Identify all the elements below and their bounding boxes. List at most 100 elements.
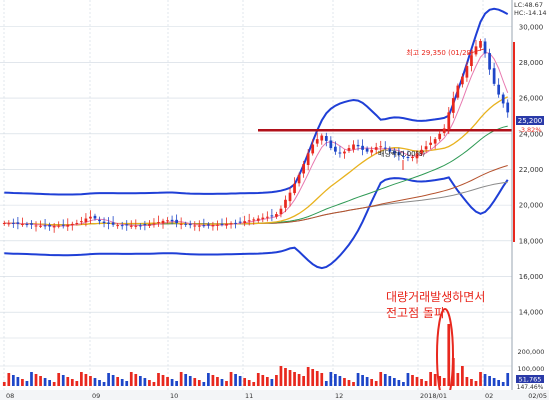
candle-body bbox=[392, 151, 396, 154]
time-tick-label: 11 bbox=[245, 392, 253, 400]
candle-body bbox=[138, 225, 142, 227]
candle-body bbox=[129, 225, 133, 227]
candle-body bbox=[438, 133, 442, 140]
candle-body bbox=[116, 225, 120, 227]
volume-bar bbox=[234, 374, 237, 386]
volume-bar bbox=[243, 378, 247, 386]
candle-body bbox=[324, 136, 328, 141]
candle-body bbox=[188, 223, 192, 226]
candle-body bbox=[338, 152, 342, 154]
price-tick-label: 24,000 bbox=[519, 130, 544, 138]
time-tick-label: 08 bbox=[6, 392, 14, 400]
candle-body bbox=[125, 224, 129, 226]
candle-body bbox=[39, 225, 42, 227]
volume-bar bbox=[102, 382, 106, 386]
volume-bar bbox=[80, 372, 83, 386]
volume-bar bbox=[207, 373, 210, 386]
candle-body bbox=[288, 192, 292, 202]
time-axis-labels: 08 09 10 11 12 2018/01 02 02/05 bbox=[6, 392, 547, 400]
volume-bar bbox=[134, 374, 138, 386]
time-tick-label: 09 bbox=[92, 392, 100, 400]
candle-body bbox=[75, 222, 79, 224]
volume-bar bbox=[11, 375, 15, 386]
volume-bar bbox=[152, 382, 156, 386]
bollinger-lower-band bbox=[4, 176, 509, 270]
volume-bar bbox=[324, 381, 328, 386]
volume-tick-label: 200,000 bbox=[518, 348, 545, 356]
volume-bar bbox=[288, 370, 292, 386]
time-tick-label: 02/05 bbox=[528, 392, 547, 400]
volume-bar bbox=[315, 371, 319, 386]
candle-body bbox=[474, 46, 478, 55]
volume-bar bbox=[16, 377, 20, 386]
volume-bar bbox=[406, 373, 410, 386]
volume-bar bbox=[424, 381, 428, 386]
candle-body bbox=[21, 224, 24, 226]
current-volume-label: 51,765 bbox=[519, 376, 542, 384]
peak-annotation: 최고 29,350 (01/29) bbox=[406, 48, 474, 57]
volume-bar bbox=[311, 369, 315, 386]
candle-body bbox=[11, 222, 15, 224]
volume-bar bbox=[383, 374, 387, 386]
volume-bar bbox=[21, 379, 24, 386]
volume-bar bbox=[402, 382, 405, 386]
volume-spike-highlight bbox=[436, 308, 454, 400]
candle-body bbox=[16, 222, 20, 224]
volume-bar bbox=[52, 382, 56, 386]
candle-body bbox=[197, 225, 201, 227]
volume-bar bbox=[374, 381, 378, 386]
volume-bar bbox=[284, 368, 287, 386]
volume-bar bbox=[320, 373, 324, 386]
volume-bar bbox=[429, 372, 432, 386]
volume-bar bbox=[334, 374, 337, 386]
candle-body bbox=[229, 223, 233, 225]
volume-bar bbox=[361, 375, 364, 386]
price-axis-labels: 30,000 28,000 26,000 24,000 22,000 20,000 18,0… bbox=[519, 23, 544, 316]
volume-bar bbox=[161, 375, 165, 386]
candle-body bbox=[30, 223, 33, 225]
volume-bar bbox=[98, 380, 101, 386]
breakout-annotation-line1: 대량거래발생하면서 bbox=[386, 290, 485, 304]
candle-body bbox=[247, 220, 251, 222]
price-tick-label: 28,000 bbox=[519, 59, 544, 67]
candle-body bbox=[383, 147, 387, 149]
current-price-box bbox=[516, 116, 544, 125]
candle-body bbox=[429, 142, 432, 145]
volume-bar bbox=[465, 377, 469, 386]
volume-bar bbox=[433, 374, 437, 386]
candle-body bbox=[293, 183, 296, 194]
volume-bar bbox=[197, 380, 201, 386]
candle-body bbox=[442, 128, 446, 133]
volume-bar bbox=[492, 378, 496, 386]
candle-body bbox=[216, 224, 219, 226]
volume-bar bbox=[447, 324, 451, 386]
price-tick-label: 18,000 bbox=[519, 237, 544, 245]
candle-body bbox=[207, 224, 210, 226]
volume-bar bbox=[179, 372, 183, 386]
candle-body bbox=[320, 135, 324, 141]
candle-body bbox=[175, 219, 178, 223]
volume-bar bbox=[261, 375, 265, 386]
candle-body bbox=[170, 219, 174, 222]
candle-body bbox=[488, 53, 491, 70]
volume-bar bbox=[270, 379, 274, 386]
volume-bar bbox=[392, 378, 396, 386]
lc-indicator: LC:48.67 bbox=[514, 1, 543, 9]
candle-body bbox=[402, 156, 405, 158]
volume-bar bbox=[184, 374, 188, 386]
volume-bar bbox=[306, 367, 310, 386]
candle-body bbox=[7, 223, 11, 225]
volume-bar bbox=[211, 375, 215, 386]
volume-bar bbox=[116, 377, 120, 386]
candle-body bbox=[334, 146, 337, 152]
volume-bar bbox=[442, 378, 446, 386]
volume-bar bbox=[397, 380, 401, 386]
volume-bar bbox=[216, 377, 219, 386]
candle-body bbox=[34, 225, 38, 227]
time-tick-label: 2018/01 bbox=[420, 392, 447, 400]
volume-bar bbox=[438, 376, 442, 386]
volume-bar bbox=[415, 377, 419, 386]
volume-bar bbox=[506, 373, 510, 386]
volume-bar bbox=[411, 375, 414, 386]
